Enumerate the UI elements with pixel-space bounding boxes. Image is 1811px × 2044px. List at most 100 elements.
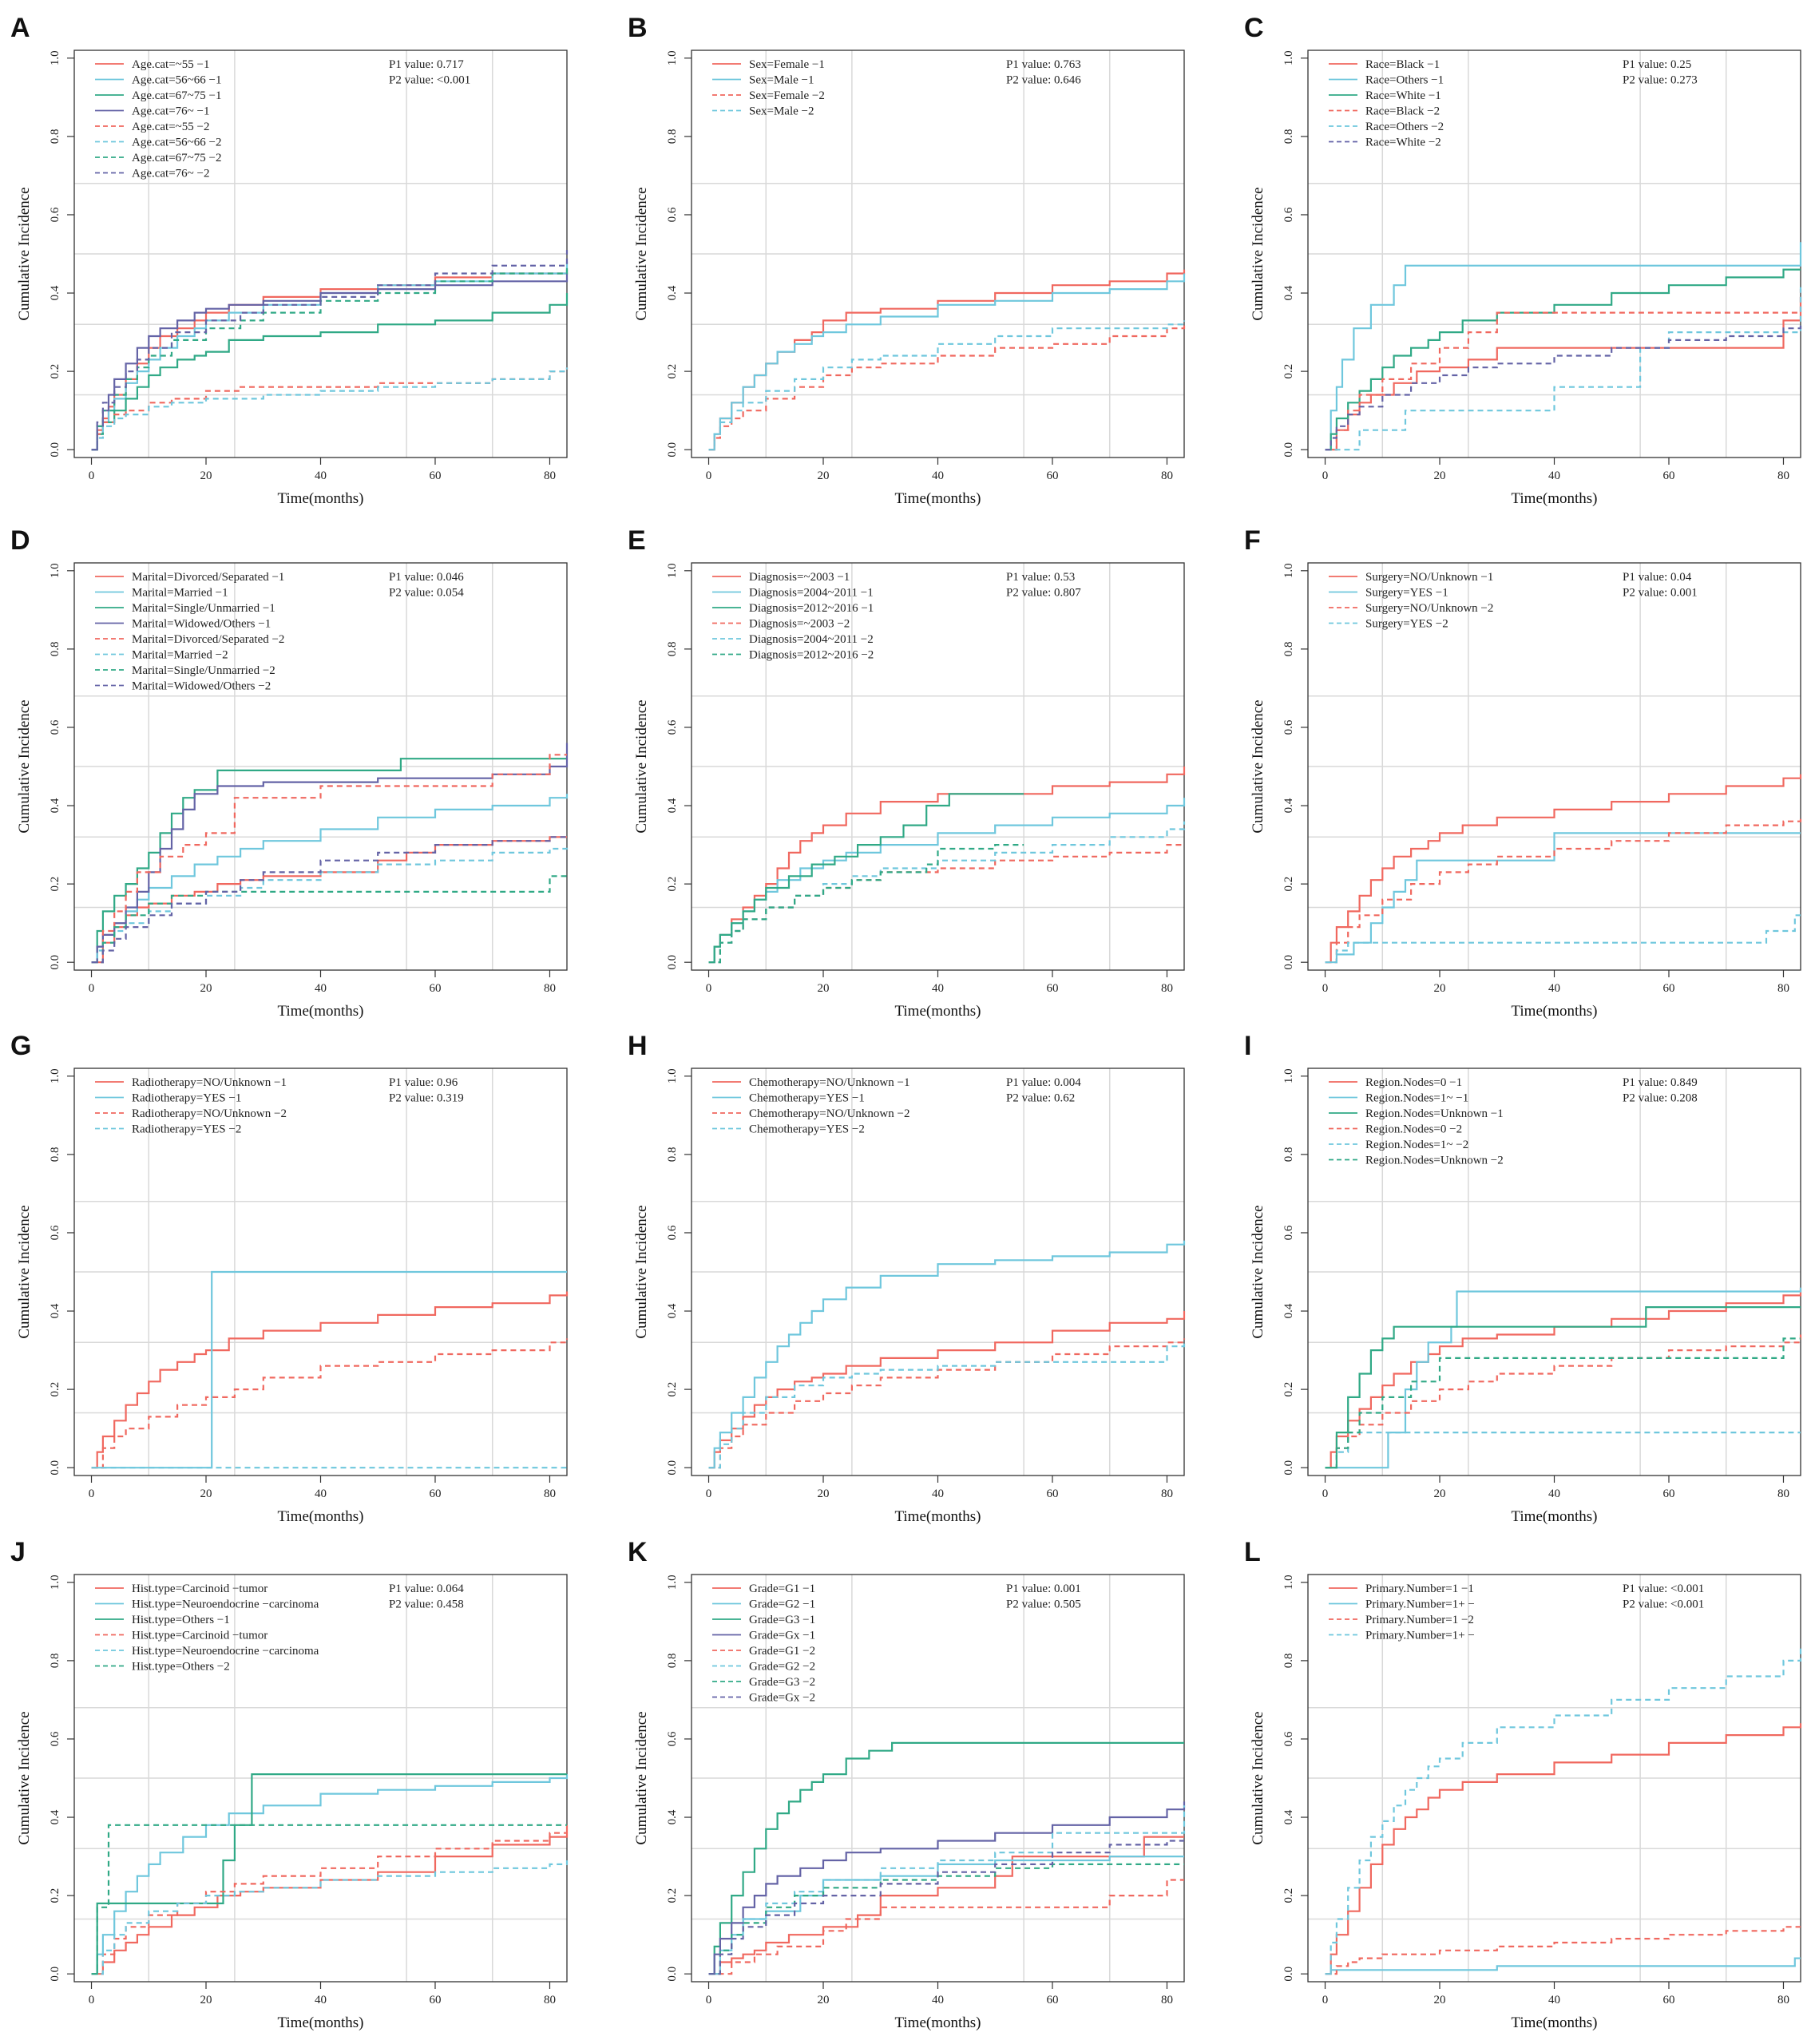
- panel-label: C: [1244, 13, 1264, 43]
- series-line: [1325, 832, 1801, 964]
- y-tick-label: 0.2: [666, 1888, 679, 1903]
- series-line: [91, 269, 569, 451]
- legend-entry: Radiotherapy=YES −1: [132, 1092, 241, 1105]
- legend-entry: Surgery=NO/Unknown −1: [1365, 571, 1493, 584]
- series-line: [91, 1773, 567, 1975]
- y-tick-label: 0.2: [666, 1382, 679, 1397]
- x-tick-label: 60: [1046, 1487, 1058, 1500]
- y-tick-label: 1.0: [666, 50, 679, 65]
- legend-entry: Chemotherapy=YES −1: [749, 1092, 865, 1105]
- p-value-label: P2 value: 0.458: [389, 1598, 464, 1611]
- series-line: [708, 1338, 1186, 1469]
- y-tick-label: 0.2: [666, 877, 679, 892]
- legend-entry: Race=White −1: [1365, 89, 1441, 102]
- x-tick-label: 80: [1777, 469, 1789, 482]
- y-tick-label: 0.2: [49, 1382, 61, 1397]
- x-tick-label: 60: [1662, 469, 1674, 482]
- legend-entry: Marital=Widowed/Others −2: [132, 680, 271, 693]
- y-axis-label: Cumulative Incidence: [1250, 1205, 1266, 1338]
- series-line: [1325, 914, 1801, 964]
- legend-entry: Sex=Female −1: [749, 58, 825, 71]
- legend-entry: Marital=Divorced/Separated −2: [132, 633, 284, 646]
- panel-label: G: [10, 1031, 31, 1061]
- series-line: [91, 794, 569, 964]
- x-tick-label: 20: [818, 1487, 830, 1500]
- y-tick-label: 0.0: [49, 955, 61, 970]
- series-line: [1325, 289, 1802, 451]
- series-line: [708, 1840, 1184, 1975]
- legend-entry: Age.cat=76~ −2: [132, 168, 210, 180]
- chart-panel-e: E 0.0 0.2 0.4 0.6 0.8 1.0 0 20 40 60 80 Time(months)…: [628, 525, 1186, 1020]
- y-tick-label: 0.2: [49, 1888, 61, 1903]
- y-tick-label: 0.8: [666, 1654, 679, 1669]
- series-line: [91, 875, 567, 964]
- chart-panel-h: H 0.0 0.2 0.4 0.6 0.8 1.0 0 20 40 60 80 Time(months)…: [628, 1031, 1186, 1525]
- series-line: [1325, 1306, 1801, 1469]
- series-line: [1325, 1334, 1802, 1469]
- panel-label: L: [1244, 1537, 1261, 1567]
- p-value-label: P2 value: <0.001: [389, 74, 470, 87]
- y-tick-label: 1.0: [49, 50, 61, 65]
- x-tick-label: 20: [818, 1994, 830, 2006]
- p-value-label: P2 value: 0.505: [1006, 1598, 1081, 1611]
- y-axis-label: Cumulative Incidence: [16, 187, 33, 320]
- y-tick-label: 0.2: [1282, 1382, 1295, 1397]
- y-tick-label: 0.8: [1282, 1147, 1295, 1163]
- x-tick-label: 0: [706, 1994, 712, 2006]
- y-tick-label: 1.0: [49, 563, 61, 578]
- y-tick-label: 0.2: [1282, 1888, 1295, 1903]
- y-tick-label: 0.0: [666, 442, 679, 458]
- x-tick-label: 60: [1046, 1994, 1058, 2006]
- legend-entry: Hist.type=Carcinoid −tumor: [132, 1630, 267, 1642]
- x-tick-label: 60: [429, 1487, 441, 1500]
- y-tick-label: 0.6: [49, 1731, 61, 1746]
- series-line: [708, 269, 1186, 451]
- x-axis-label: Time(months): [277, 1003, 363, 1020]
- x-tick-label: 0: [706, 1487, 712, 1500]
- y-tick-label: 0.4: [49, 285, 61, 300]
- series-line: [91, 836, 567, 964]
- legend-entry: Region.Nodes=0 −2: [1365, 1123, 1462, 1136]
- x-tick-label: 40: [932, 1487, 944, 1500]
- p-value-label: P1 value: 0.001: [1006, 1583, 1081, 1595]
- series-line: [91, 1291, 569, 1469]
- legend-entry: Grade=G1 −2: [749, 1645, 815, 1658]
- legend-entry: Region.Nodes=0 −1: [1365, 1076, 1462, 1089]
- series-line: [1325, 1723, 1802, 1975]
- y-tick-label: 0.4: [49, 1303, 61, 1318]
- p-value-label: P2 value: 0.001: [1623, 587, 1698, 600]
- panel-label: D: [10, 525, 30, 556]
- legend-entry: Diagnosis=~2003 −2: [749, 618, 850, 631]
- x-tick-label: 0: [706, 469, 712, 482]
- legend-entry: Race=White −2: [1365, 137, 1441, 149]
- x-axis-label: Time(months): [277, 2014, 363, 2031]
- p-value-label: P2 value: 0.62: [1006, 1092, 1075, 1105]
- chart-panel-f: F 0.0 0.2 0.4 0.6 0.8 1.0 0 20 40 60 80 Time(months)…: [1244, 525, 1802, 1020]
- y-tick-label: 0.8: [49, 1147, 61, 1163]
- x-tick-label: 40: [932, 982, 944, 995]
- x-tick-label: 80: [544, 1994, 556, 2006]
- y-tick-label: 0.6: [49, 207, 61, 222]
- x-tick-label: 80: [1777, 982, 1789, 995]
- p-value-label: P1 value: 0.004: [1006, 1076, 1081, 1089]
- series-line: [1325, 1957, 1801, 1975]
- y-tick-label: 0.6: [666, 207, 679, 222]
- y-tick-label: 0.4: [1282, 1809, 1295, 1824]
- y-tick-label: 0.2: [1282, 877, 1295, 892]
- legend-entry: Age.cat=56~66 −1: [132, 74, 222, 87]
- y-axis-label: Cumulative Incidence: [633, 699, 650, 833]
- y-axis-label: Cumulative Incidence: [1250, 1711, 1266, 1844]
- chart-panel-j: J 0.0 0.2 0.4 0.6 0.8 1.0 0 20 40 60 80 Time(months)…: [10, 1537, 569, 2031]
- series-line: [91, 250, 569, 451]
- x-tick-label: 60: [1046, 469, 1058, 482]
- legend-entry: Grade=G2 −1: [749, 1598, 815, 1611]
- x-tick-label: 80: [544, 469, 556, 482]
- x-tick-label: 40: [932, 1994, 944, 2006]
- legend-entry: Age.cat=~55 −2: [132, 121, 210, 133]
- y-tick-label: 0.8: [666, 642, 679, 657]
- legend-entry: Race=Others −1: [1365, 74, 1444, 87]
- legend-entry: Primary.Number=1 −2: [1365, 1614, 1474, 1626]
- x-axis-label: Time(months): [277, 490, 363, 507]
- x-tick-label: 0: [1322, 982, 1329, 995]
- chart-panel-g: G 0.0 0.2 0.4 0.6 0.8 1.0 0 20 40 60 80 Time(months)…: [10, 1031, 569, 1525]
